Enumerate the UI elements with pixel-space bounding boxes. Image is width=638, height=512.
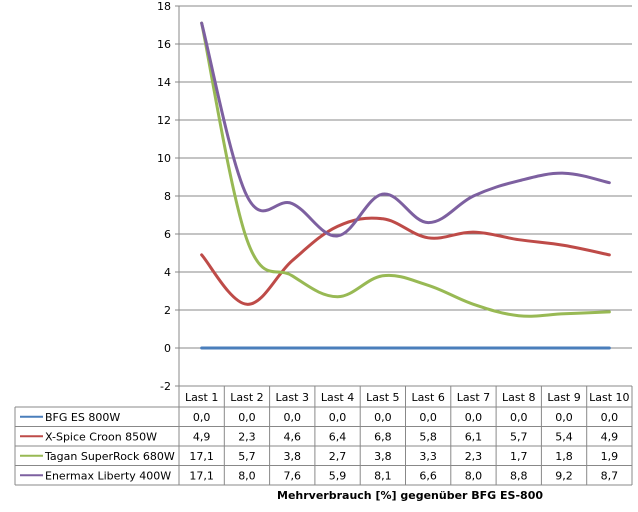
data-label: 1,9 [601, 450, 619, 463]
y-tick-label: 2 [164, 304, 171, 317]
data-label: 4,9 [193, 430, 211, 443]
legend-label: Enermax Liberty 400W [45, 469, 171, 482]
x-category-label: Last 10 [589, 391, 629, 404]
data-label: 3,8 [284, 450, 302, 463]
x-category-label: Last 9 [547, 391, 580, 404]
series-lines [200, 21, 611, 350]
data-label: 6,4 [329, 430, 347, 443]
data-label: 6,8 [374, 430, 392, 443]
data-label: 0,0 [601, 411, 619, 424]
data-label: 0,0 [555, 411, 573, 424]
data-label: 3,8 [374, 450, 392, 463]
data-label: 5,7 [510, 430, 528, 443]
data-label: 6,1 [465, 430, 483, 443]
data-label: 8,7 [601, 469, 619, 482]
y-tick-label: 6 [164, 228, 171, 241]
data-label: 8,1 [374, 469, 392, 482]
data-label: 0,0 [374, 411, 392, 424]
legend-label: Tagan SuperRock 680W [44, 450, 175, 463]
y-tick-label: 16 [157, 38, 171, 51]
y-tick-label: 10 [157, 152, 171, 165]
data-label: 6,6 [419, 469, 437, 482]
series-line-x-spice-croon-850w [200, 216, 611, 306]
data-label: 8,8 [510, 469, 528, 482]
y-tick-label: 8 [164, 190, 171, 203]
data-label: 17,1 [189, 450, 214, 463]
x-axis-title: Mehrverbrauch [%] gegenüber BFG ES-800 [277, 489, 543, 502]
y-tick-label: 14 [157, 76, 171, 89]
x-category-label: Last 2 [230, 391, 263, 404]
data-label: 0,0 [238, 411, 256, 424]
y-tick-label: 18 [157, 0, 171, 13]
data-table: Last 1 Last 2 Last 3 Last 4 Last 5 Last 6 Last… [14, 386, 633, 486]
data-label: 2,3 [465, 450, 483, 463]
y-tick-label: 4 [164, 266, 171, 279]
data-label: 5,8 [419, 430, 437, 443]
data-label: 5,4 [555, 430, 573, 443]
data-label: 17,1 [189, 469, 214, 482]
data-label: 0,0 [284, 411, 302, 424]
legend-label: X-Spice Croon 850W [45, 430, 157, 443]
x-category-label: Last 1 [185, 391, 218, 404]
data-label: 0,0 [329, 411, 347, 424]
data-label: 9,2 [555, 469, 573, 482]
x-category-label: Last 6 [411, 391, 444, 404]
data-label: 7,6 [284, 469, 302, 482]
data-label: 2,7 [329, 450, 347, 463]
series-line-tagan-superrock-680w [200, 21, 611, 318]
legend-label: BFG ES 800W [45, 411, 120, 424]
data-label: 0,0 [193, 411, 211, 424]
x-category-label: Last 5 [366, 391, 399, 404]
x-category-label: Last 7 [457, 391, 490, 404]
data-label: 5,7 [238, 450, 256, 463]
data-label: 1,8 [555, 450, 573, 463]
series-line-enermax-liberty-400w [200, 21, 611, 238]
data-label: 8,0 [238, 469, 256, 482]
y-tick-label: -2 [160, 380, 171, 393]
y-axis: -2 0 2 4 6 8 10 12 14 16 18 [157, 0, 180, 393]
data-label: 0,0 [465, 411, 483, 424]
data-label: 3,3 [419, 450, 437, 463]
data-label: 4,6 [284, 430, 302, 443]
data-label: 2,3 [238, 430, 256, 443]
data-label: 0,0 [419, 411, 437, 424]
x-category-label: Last 4 [321, 391, 354, 404]
data-label: 0,0 [510, 411, 528, 424]
x-category-label: Last 8 [502, 391, 535, 404]
y-tick-label: 12 [157, 114, 171, 127]
y-tick-label: 0 [164, 342, 171, 355]
data-label: 1,7 [510, 450, 528, 463]
data-label: 5,9 [329, 469, 347, 482]
data-label: 8,0 [465, 469, 483, 482]
data-label: 4,9 [601, 430, 619, 443]
x-category-label: Last 3 [276, 391, 309, 404]
